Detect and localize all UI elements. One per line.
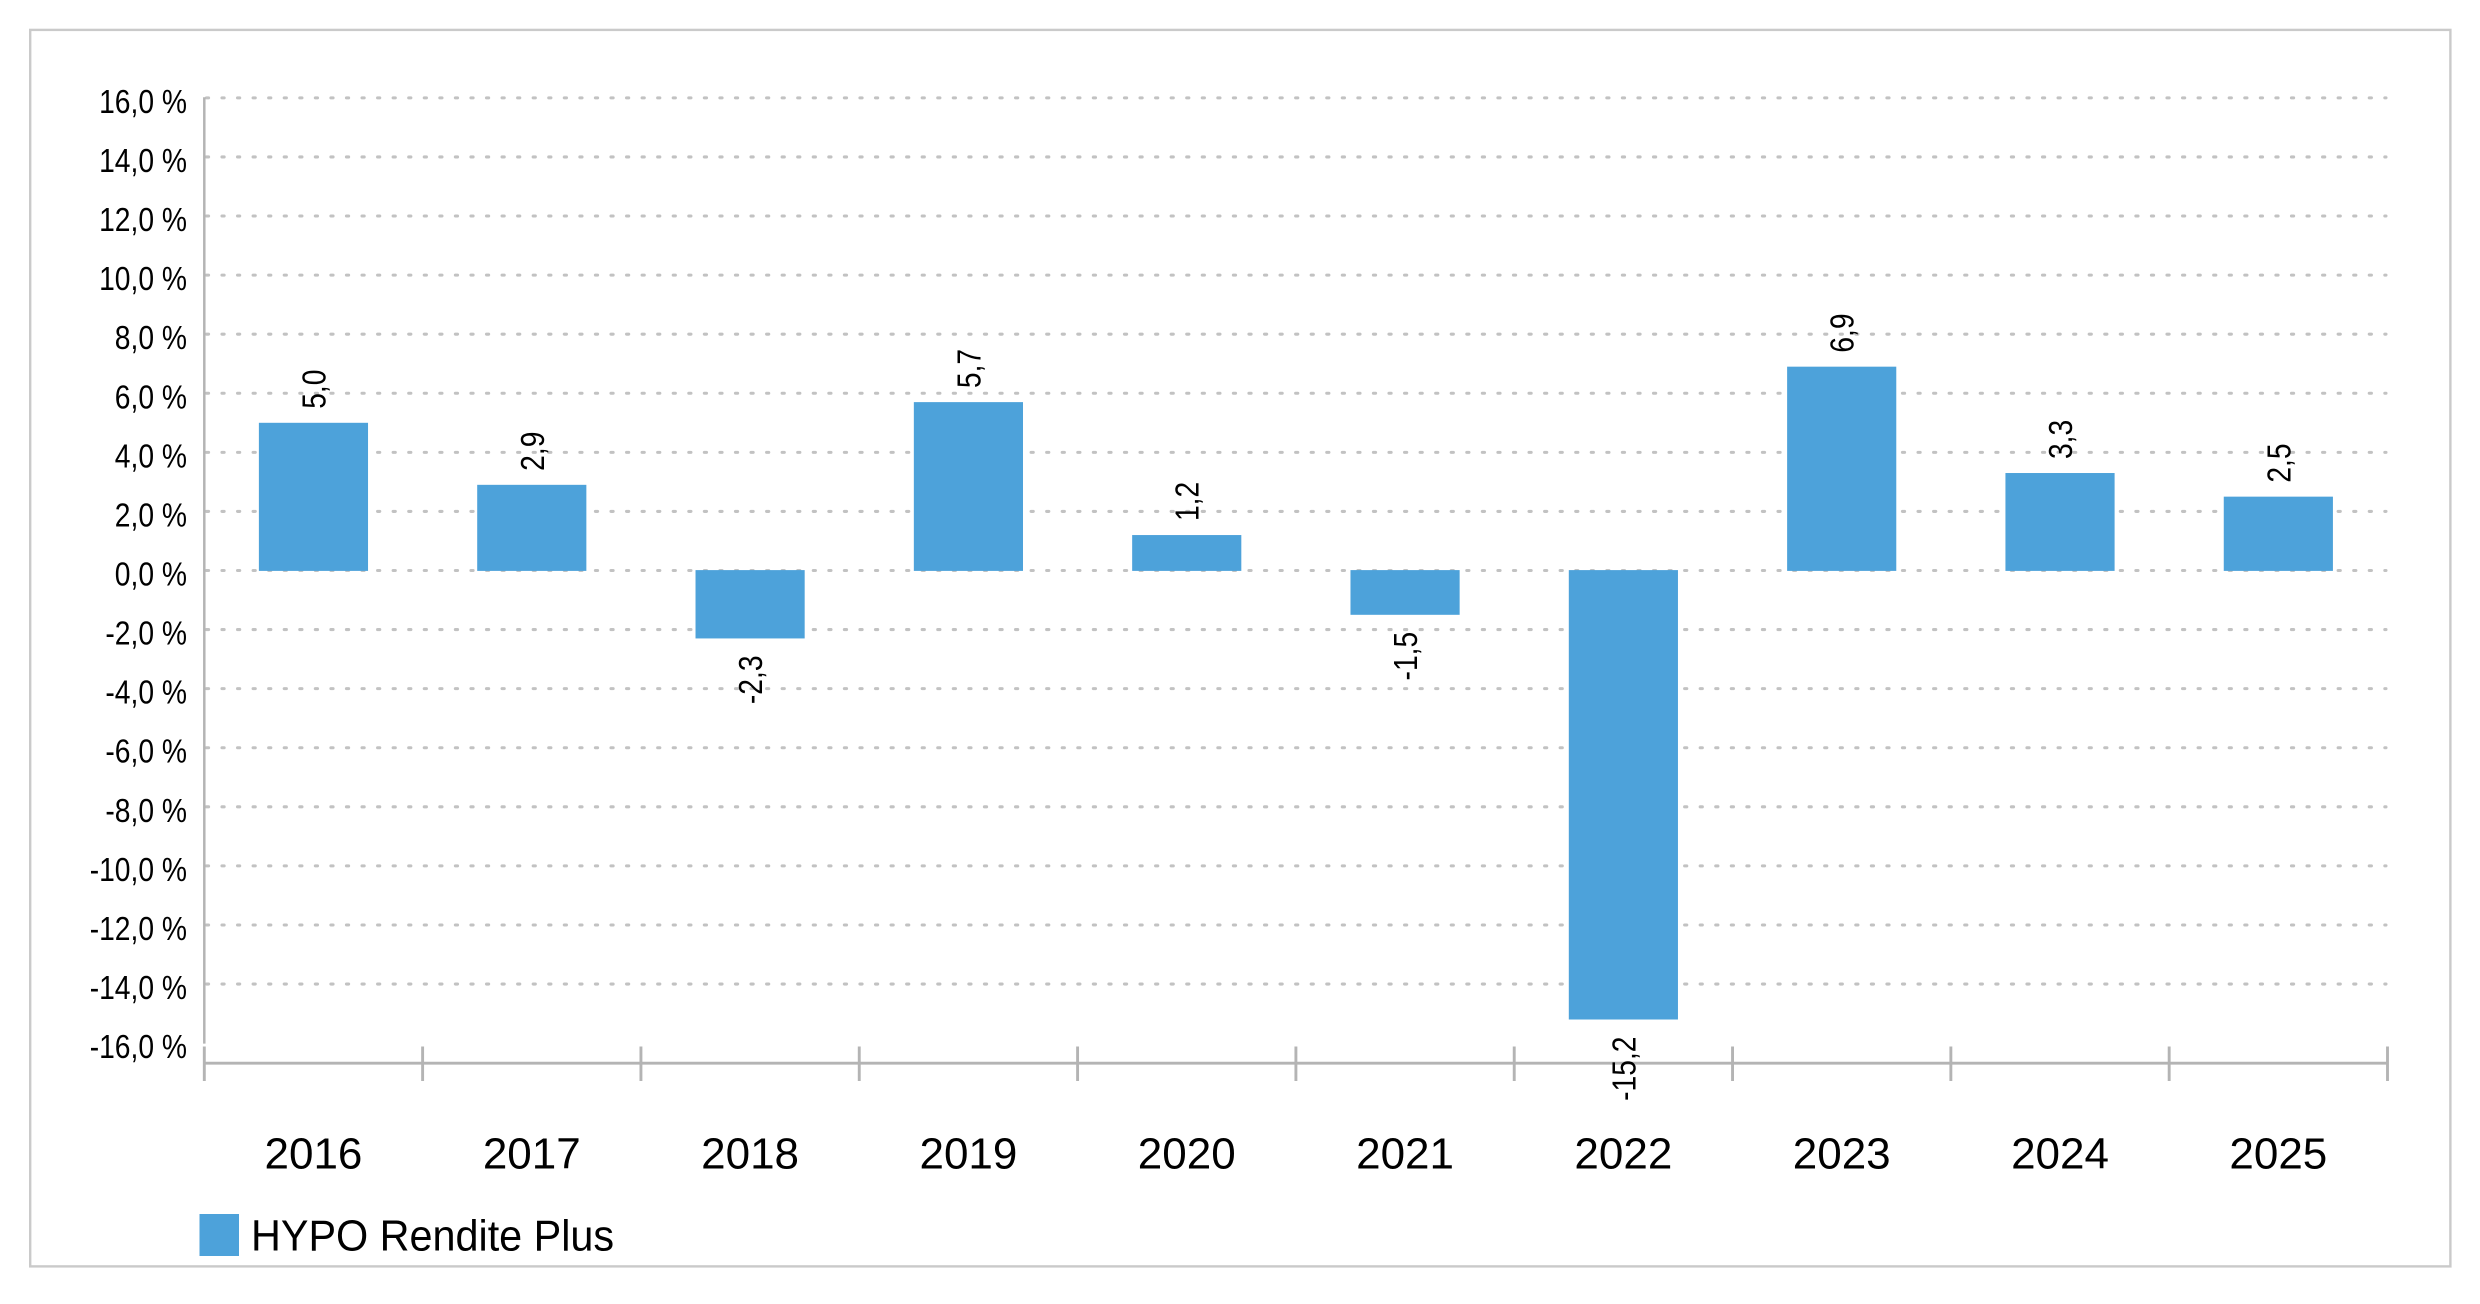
svg-text:2016: 2016 bbox=[265, 1130, 363, 1179]
svg-text:-1,5: -1,5 bbox=[1387, 632, 1425, 681]
svg-text:-16,0 %: -16,0 % bbox=[90, 1028, 187, 1066]
svg-text:-2,0 %: -2,0 % bbox=[105, 614, 187, 652]
svg-text:HYPO Rendite Plus: HYPO Rendite Plus bbox=[251, 1211, 614, 1260]
svg-text:-15,2: -15,2 bbox=[1605, 1037, 1643, 1101]
svg-text:2017: 2017 bbox=[483, 1130, 581, 1179]
svg-text:4,0 %: 4,0 % bbox=[115, 437, 187, 475]
svg-text:2024: 2024 bbox=[2011, 1130, 2109, 1179]
svg-text:2,9: 2,9 bbox=[514, 432, 552, 471]
svg-text:2020: 2020 bbox=[1138, 1130, 1236, 1179]
svg-text:2022: 2022 bbox=[1574, 1130, 1672, 1179]
svg-text:5,7: 5,7 bbox=[950, 349, 988, 388]
svg-text:3,3: 3,3 bbox=[2042, 420, 2080, 459]
svg-text:8,0 %: 8,0 % bbox=[115, 319, 187, 357]
svg-text:5,0: 5,0 bbox=[295, 370, 333, 409]
svg-text:2,0 %: 2,0 % bbox=[115, 496, 187, 534]
svg-text:16,0 %: 16,0 % bbox=[99, 83, 187, 121]
svg-text:2025: 2025 bbox=[2229, 1130, 2327, 1179]
svg-text:-14,0 %: -14,0 % bbox=[90, 969, 187, 1007]
svg-text:2019: 2019 bbox=[919, 1130, 1017, 1179]
svg-text:1,2: 1,2 bbox=[1169, 482, 1207, 521]
svg-text:14,0 %: 14,0 % bbox=[99, 142, 187, 180]
svg-text:-10,0 %: -10,0 % bbox=[90, 851, 187, 889]
svg-text:-6,0 %: -6,0 % bbox=[105, 733, 187, 771]
svg-text:2021: 2021 bbox=[1356, 1130, 1454, 1179]
svg-text:6,0 %: 6,0 % bbox=[115, 378, 187, 416]
svg-text:2,5: 2,5 bbox=[2260, 443, 2298, 482]
svg-text:6,9: 6,9 bbox=[1824, 313, 1862, 352]
svg-text:2018: 2018 bbox=[701, 1130, 799, 1179]
svg-text:2023: 2023 bbox=[1793, 1130, 1891, 1179]
svg-text:0,0 %: 0,0 % bbox=[115, 555, 187, 593]
svg-text:-4,0 %: -4,0 % bbox=[105, 674, 187, 712]
svg-text:12,0 %: 12,0 % bbox=[99, 201, 187, 239]
svg-text:-8,0 %: -8,0 % bbox=[105, 792, 187, 830]
svg-text:10,0 %: 10,0 % bbox=[99, 260, 187, 298]
svg-text:-2,3: -2,3 bbox=[732, 655, 770, 704]
svg-text:-12,0 %: -12,0 % bbox=[90, 910, 187, 948]
